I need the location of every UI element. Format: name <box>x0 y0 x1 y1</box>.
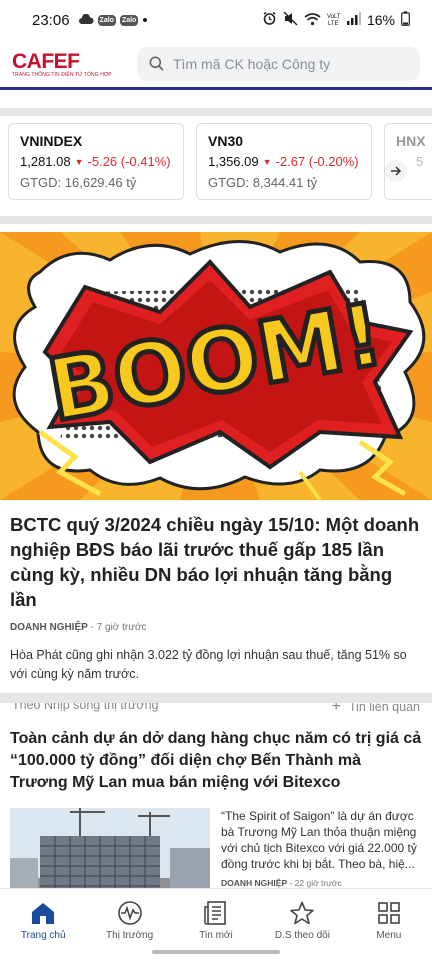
tab-label: Trang chủ <box>20 930 66 941</box>
market-indices: VNINDEX 1,281.08 ▼ -5.26 (-0.41%) GTGD: … <box>0 123 432 215</box>
pulse-icon <box>117 901 142 925</box>
battery-icon <box>401 11 410 29</box>
cloud-icon <box>78 12 94 29</box>
tab-label: Menu <box>376 930 402 941</box>
down-arrow-icon: ▼ <box>74 156 84 167</box>
home-icon <box>32 903 55 924</box>
cafef-logo[interactable]: CAFEF TRANG THÔNG TIN ĐIỆN TỬ TỔNG HỢP <box>12 50 124 78</box>
article-category[interactable]: DOANH NGHIỆP <box>10 622 88 633</box>
index-change: -2.67 (-0.20%) <box>275 154 359 169</box>
app-header: CAFEF TRANG THÔNG TIN ĐIỆN TỬ TỔNG HỢP T… <box>0 40 432 90</box>
article-title[interactable]: BCTC quý 3/2024 chiều ngày 15/10: Một do… <box>10 514 420 610</box>
index-price: 1,356.09 <box>208 154 259 169</box>
index-card-vnindex[interactable]: VNINDEX 1,281.08 ▼ -5.26 (-0.41%) GTGD: … <box>8 123 184 200</box>
index-name: VN30 <box>208 133 244 149</box>
wifi-icon <box>304 12 321 29</box>
index-card-hnx[interactable]: HNX 5 <box>384 123 432 200</box>
search-placeholder: Tìm mã CK hoặc Công ty <box>173 55 331 72</box>
article-summary: Hòa Phát cũng ghi nhận 3.022 tỷ đồng lợi… <box>10 648 407 681</box>
related-news-label: Tin liên quan <box>348 700 420 714</box>
svg-text:LTE: LTE <box>328 21 339 26</box>
article-meta: DOANH NGHIỆP - 22 giờ trước <box>221 878 422 888</box>
battery-level: 16% <box>366 12 395 28</box>
bottom-tab-bar: Trang chủ Thị trường Tin mới D.S theo dõ… <box>0 888 432 960</box>
search-input[interactable]: Tìm mã CK hoặc Công ty <box>137 46 420 81</box>
plus-icon: + <box>331 698 341 715</box>
section-divider <box>0 216 432 224</box>
zalo-icon: Zalo <box>119 14 139 26</box>
index-change: -5.26 (-0.41%) <box>87 154 171 169</box>
search-icon <box>149 56 164 71</box>
mute-icon <box>283 11 298 29</box>
article-summary: “The Spirit of Saigon” là dự án được bà … <box>221 809 417 871</box>
index-price: 5 <box>416 154 424 169</box>
article-time: - 7 giờ trước <box>87 622 147 633</box>
related-news-button[interactable]: + Tin liên quan <box>332 698 420 716</box>
index-price: 1,281.08 <box>20 154 71 169</box>
featured-article[interactable]: BCTC quý 3/2024 chiều ngày 15/10: Một do… <box>0 500 432 716</box>
star-icon <box>290 901 315 925</box>
index-card-vn30[interactable]: VN30 1,356.09 ▼ -2.67 (-0.20%) GTGD: 8,3… <box>196 123 372 200</box>
newspaper-icon <box>204 901 226 925</box>
section-divider <box>0 108 432 116</box>
tab-home[interactable]: Trang chủ <box>0 889 86 960</box>
index-volume: GTGD: 16,629.46 tỷ <box>20 175 137 190</box>
tab-watchlist[interactable]: D.S theo dõi <box>259 889 345 960</box>
news-item[interactable]: Toàn cảnh dự án dở dang hàng chục năm có… <box>0 718 432 900</box>
tab-label: D.S theo dõi <box>274 930 330 941</box>
tab-menu[interactable]: Menu <box>346 889 432 960</box>
clock: 23:06 <box>32 11 70 29</box>
article-thumbnail[interactable] <box>10 808 210 900</box>
article-title[interactable]: Toàn cảnh dự án dở dang hàng chục năm có… <box>10 730 422 791</box>
home-indicator[interactable] <box>152 950 280 954</box>
index-volume: GTGD: 8,344.41 tỷ <box>208 175 318 190</box>
index-name: VNINDEX <box>20 133 83 149</box>
notification-dot: • <box>142 11 148 29</box>
volte-icon: VoLTELTE <box>327 12 345 29</box>
boom-illustration: BOOM! <box>0 232 432 500</box>
zalo-icon: Zalo <box>97 14 116 26</box>
tab-label: Thị trường <box>106 930 154 941</box>
logo-tagline: TRANG THÔNG TIN ĐIỆN TỬ TỔNG HỢP <box>12 71 112 78</box>
article-category[interactable]: DOANH NGHIỆP <box>221 878 288 888</box>
arrow-right-icon <box>391 166 402 176</box>
alarm-icon <box>262 11 277 29</box>
status-bar: 23:06 Zalo Zalo • VoLTELTE 16% <box>0 0 432 40</box>
tab-latest[interactable]: Tin mới <box>173 889 259 960</box>
signal-icon <box>346 12 361 28</box>
logo-text: CAFEF <box>12 49 80 73</box>
down-arrow-icon: ▼ <box>262 156 272 167</box>
svg-text:VoLTE: VoLTE <box>327 14 341 20</box>
scroll-right-button[interactable] <box>385 160 407 182</box>
status-right: VoLTELTE 16% <box>262 11 410 29</box>
article-time: - 22 giờ trước <box>287 878 342 888</box>
section-divider <box>0 693 432 703</box>
tab-label: Tin mới <box>199 930 233 941</box>
grid-icon <box>378 902 400 924</box>
article-meta: DOANH NGHIỆP - 7 giờ trước <box>10 622 422 633</box>
tab-market[interactable]: Thị trường <box>86 889 172 960</box>
hero-image[interactable]: BOOM! <box>0 232 432 500</box>
index-name: HNX <box>396 133 426 149</box>
